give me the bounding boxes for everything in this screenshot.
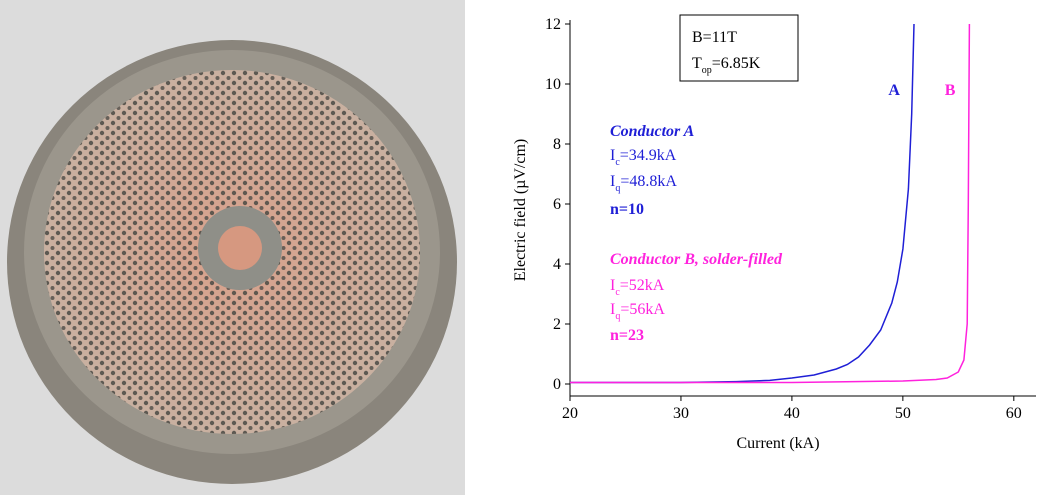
x-axis-label: Current (kA) [736,435,819,452]
text-main: Conductor A [610,123,695,140]
note: Ic=34.9kA [610,147,677,168]
y-tick-label: 12 [545,16,561,33]
y-tick-label: 0 [553,376,561,393]
x-tick-label: 40 [784,405,800,422]
note: n=10 [610,201,644,218]
y-axis-label: Electric field (µV/cm) [512,139,529,281]
text-main: Conductor B, solder-filled [610,251,783,268]
y-tick-label: 4 [553,256,561,273]
text-sub: op [702,65,712,76]
curve-label: A [888,82,900,99]
text-rest: =6.85K [712,55,761,72]
text-rest: =34.9kA [620,147,677,164]
y-tick-label: 8 [553,136,561,153]
text-main: T [692,55,702,72]
info-line: B=11T [692,29,737,46]
note: Conductor B, solder-filled [610,251,783,268]
note: Ic=52kA [610,277,665,298]
chart: 20 30 40 50 60 0 2 4 6 8 10 12 Current (kA) Electric … [512,15,1036,452]
note: Conductor A [610,123,695,140]
y-tick-label: 2 [553,316,561,333]
y-tick-label: 10 [545,76,561,93]
text-rest: =56kA [620,301,665,318]
note: Iq=56kA [610,301,665,322]
x-tick-label: 30 [673,405,689,422]
note: n=23 [610,327,644,344]
photo [0,0,465,495]
note: Iq=48.8kA [610,173,677,194]
x-tick-label: 20 [562,405,578,422]
text-main: n=10 [610,201,644,218]
x-tick-label: 60 [1006,405,1022,422]
text-rest: =52kA [620,277,665,294]
x-tick-label: 50 [895,405,911,422]
curve-label: B [945,82,956,99]
text-rest: =48.8kA [620,173,677,190]
page: 20 30 40 50 60 0 2 4 6 8 10 12 Current (kA) Electric … [0,0,1047,495]
text-main: n=23 [610,327,644,344]
text-main: B=11T [692,29,737,46]
y-tick-label: 6 [553,196,561,213]
